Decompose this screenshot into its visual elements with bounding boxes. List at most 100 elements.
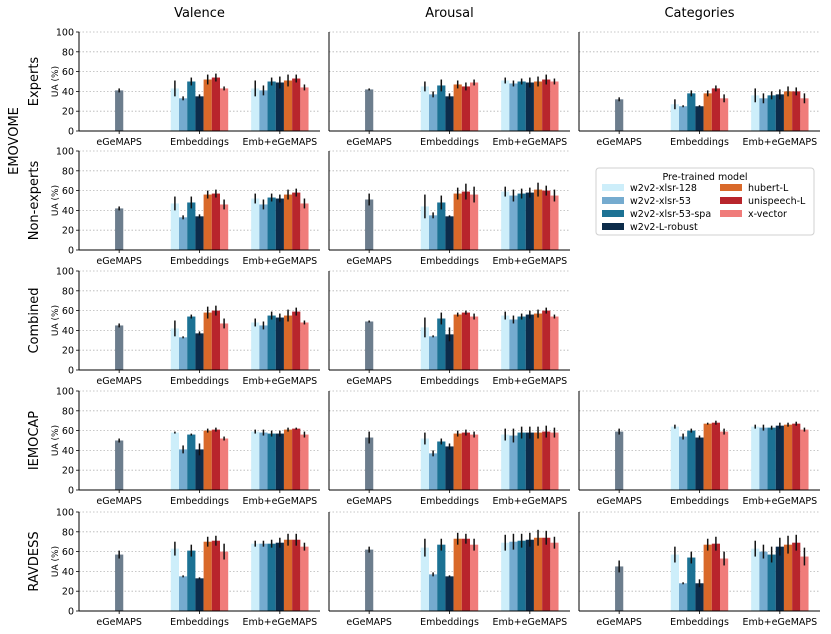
bar-embeddings-hubert-L	[203, 430, 212, 490]
column-title: Valence	[174, 6, 225, 21]
y-tick-label: 80	[62, 166, 74, 177]
bar-embeddings-w2v2-xlsr-128	[170, 88, 179, 131]
bar-embeddings-w2v2-L-robust	[695, 583, 704, 611]
bar-combined-w2v2-xlsr-53-spa	[767, 554, 776, 611]
bar-combined-x-vector	[550, 316, 559, 370]
x-tick-label: Emb+eGeMAPS	[742, 617, 817, 628]
panel-experts-arousal: eGeMAPS Embeddings Emb+eGeMAPS	[328, 31, 570, 148]
bar-egemaps	[365, 437, 374, 490]
bar-embeddings-unispeech-L	[711, 543, 720, 611]
bar-embeddings-w2v2-xlsr-53-spa	[687, 93, 696, 131]
bar-embeddings-x-vector	[720, 558, 729, 611]
bar-combined-w2v2-L-robust	[525, 314, 534, 370]
x-tick-label: Emb+eGeMAPS	[242, 376, 317, 387]
bar-combined-w2v2-xlsr-128	[501, 434, 510, 490]
bar-embeddings-w2v2-xlsr-53-spa	[187, 202, 196, 250]
panel-combined-valence: 0 20 40 60 80 100 UA (%) eGeMAPS Embeddings Emb+e…	[51, 267, 320, 387]
x-tick-label: eGeMAPS	[96, 256, 142, 267]
bar-combined-w2v2-xlsr-53	[759, 551, 768, 611]
bar-combined-hubert-L	[283, 315, 293, 370]
bar-combined-w2v2-xlsr-53	[509, 83, 518, 131]
x-tick-label: Emb+eGeMAPS	[492, 496, 567, 507]
y-tick-label: 100	[56, 147, 74, 158]
bar-combined-unispeech-L	[542, 190, 551, 250]
bar-embeddings-hubert-L	[203, 312, 212, 370]
y-tick-label: 20	[62, 107, 74, 118]
bar-combined-w2v2-L-robust	[275, 433, 284, 490]
bar-embeddings-w2v2-xlsr-53-spa	[437, 202, 446, 250]
x-tick-label: eGeMAPS	[346, 256, 392, 267]
bar-embeddings-w2v2-L-robust	[445, 334, 454, 370]
bar-combined-hubert-L	[283, 194, 293, 250]
bar-embeddings-hubert-L	[203, 541, 212, 611]
x-tick-label: Emb+eGeMAPS	[492, 617, 567, 628]
y-tick-label: 60	[62, 426, 74, 437]
row-label: Non-experts	[27, 161, 42, 241]
x-tick-label: Emb+eGeMAPS	[492, 256, 567, 267]
x-tick-label: Embeddings	[170, 496, 229, 507]
bar-combined-x-vector	[300, 87, 309, 131]
bar-combined-w2v2-L-robust	[525, 432, 534, 490]
y-tick-label: 0	[68, 366, 74, 377]
bar-combined-w2v2-xlsr-53	[509, 435, 518, 490]
panel-ravdess-valence: 0 20 40 60 80 100 UA (%) eGeMAPS Embeddings Emb+e…	[51, 508, 320, 628]
bar-embeddings-w2v2-L-robust	[195, 578, 204, 611]
bar-embeddings-w2v2-xlsr-53-spa	[687, 430, 696, 490]
bar-embeddings-unispeech-L	[211, 429, 220, 490]
bar-combined-w2v2-xlsr-128	[251, 88, 260, 131]
bar-combined-hubert-L	[533, 81, 543, 131]
bar-embeddings-w2v2-xlsr-53	[179, 576, 188, 611]
y-tick-label: 20	[62, 587, 74, 598]
bar-embeddings-w2v2-xlsr-53	[429, 574, 438, 611]
bar-combined-hubert-L	[783, 544, 793, 611]
bar-egemaps	[615, 99, 624, 131]
bar-combined-w2v2-xlsr-53-spa	[267, 543, 276, 611]
bar-embeddings-x-vector	[470, 434, 479, 490]
bar-combined-w2v2-xlsr-53	[259, 90, 268, 131]
bar-combined-w2v2-xlsr-53-spa	[267, 315, 276, 370]
panel-iemocap-categories: eGeMAPS Embeddings Emb+eGeMAPS	[578, 390, 820, 507]
bar-combined-w2v2-xlsr-53-spa	[267, 81, 276, 131]
bar-combined-w2v2-L-robust	[275, 542, 284, 611]
x-tick-label: Embeddings	[670, 137, 729, 148]
legend-swatch	[602, 210, 624, 217]
y-tick-label: 80	[62, 286, 74, 297]
y-tick-label: 100	[56, 387, 74, 398]
panel-iemocap-valence: 0 20 40 60 80 100 UA (%) eGeMAPS Embeddings Emb+e…	[51, 387, 320, 507]
bar-embeddings-unispeech-L	[211, 310, 220, 370]
panel-combined-arousal: eGeMAPS Embeddings Emb+eGeMAPS	[328, 270, 570, 387]
x-tick-label: Emb+eGeMAPS	[492, 376, 567, 387]
bar-combined-w2v2-xlsr-53	[759, 427, 768, 490]
panel-experts-valence: 0 20 40 60 80 100 UA (%) eGeMAPS Embeddings Emb+e…	[51, 28, 320, 148]
bar-embeddings-unispeech-L	[711, 422, 720, 490]
bar-combined-w2v2-xlsr-53	[509, 319, 518, 370]
y-tick-label: 80	[62, 47, 74, 58]
bar-combined-unispeech-L	[292, 192, 301, 250]
x-tick-label: eGeMAPS	[96, 617, 142, 628]
bar-embeddings-unispeech-L	[461, 432, 470, 490]
bar-embeddings-x-vector	[220, 204, 229, 250]
bar-combined-w2v2-xlsr-53-spa	[767, 95, 776, 131]
bar-combined-w2v2-xlsr-53	[259, 204, 268, 250]
bar-combined-w2v2-xlsr-128	[501, 315, 510, 370]
bar-combined-w2v2-xlsr-53-spa	[267, 197, 276, 250]
bar-embeddings-w2v2-xlsr-53	[179, 337, 188, 370]
bar-embeddings-w2v2-xlsr-53	[179, 449, 188, 490]
bar-combined-hubert-L	[283, 539, 293, 611]
x-tick-label: Emb+eGeMAPS	[242, 496, 317, 507]
x-tick-label: Embeddings	[420, 617, 479, 628]
bar-combined-unispeech-L	[792, 91, 801, 131]
bar-embeddings-hubert-L	[453, 538, 462, 611]
bar-embeddings-w2v2-xlsr-53	[429, 453, 438, 490]
bar-embeddings-hubert-L	[453, 433, 462, 490]
panel-ravdess-arousal: eGeMAPS Embeddings Emb+eGeMAPS	[328, 511, 570, 628]
bar-combined-w2v2-L-robust	[275, 82, 284, 131]
y-tick-label: 20	[62, 226, 74, 237]
x-tick-label: eGeMAPS	[346, 496, 392, 507]
y-axis-label: UA (%)	[51, 305, 61, 336]
y-tick-label: 100	[56, 28, 74, 39]
row-label: RAVDESS	[27, 531, 42, 591]
bar-egemaps	[365, 89, 374, 131]
bar-embeddings-x-vector	[470, 194, 479, 250]
